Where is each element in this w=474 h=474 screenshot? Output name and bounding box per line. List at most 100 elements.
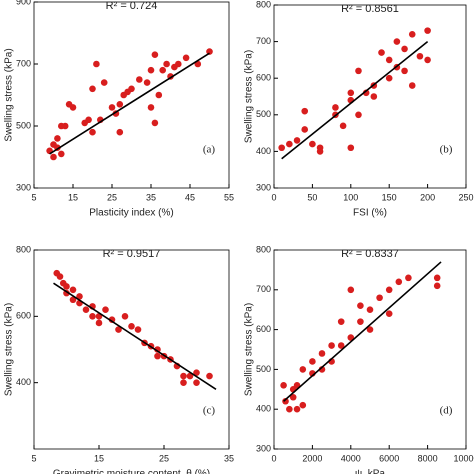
plot-frame: [273, 249, 467, 450]
point: [385, 310, 393, 317]
point: [50, 153, 57, 161]
point: [366, 326, 374, 333]
point: [180, 372, 187, 380]
y-axis-label: Swelling stress (kPa): [244, 50, 255, 143]
point: [301, 126, 309, 133]
point: [328, 342, 335, 349]
point: [299, 401, 307, 409]
point: [175, 60, 182, 68]
point: [163, 60, 170, 68]
point: [357, 318, 364, 325]
y-tick-label: 900: [16, 0, 31, 6]
point: [385, 286, 393, 294]
trend-line: [281, 40, 429, 160]
point: [85, 116, 92, 124]
x-tick-label: 50: [307, 192, 317, 202]
point: [56, 273, 64, 280]
point: [309, 358, 316, 365]
point: [151, 119, 159, 127]
point: [355, 111, 362, 119]
point: [347, 286, 355, 294]
r-squared: R² = 0.724: [106, 0, 158, 12]
x-tick-label: 55: [224, 192, 234, 202]
y-tick-label: 800: [256, 244, 271, 254]
point: [433, 274, 441, 282]
y-tick-label: 300: [256, 443, 271, 453]
x-tick-label: 0: [271, 453, 276, 463]
y-tick-label: 400: [256, 404, 271, 414]
point: [339, 122, 347, 130]
point: [393, 38, 401, 45]
trend-line: [283, 261, 442, 402]
point: [347, 89, 355, 97]
y-tick-label: 600: [256, 73, 271, 83]
point: [58, 150, 65, 158]
point: [355, 67, 362, 75]
point: [93, 60, 100, 68]
x-tick-label: 25: [107, 192, 117, 202]
point: [280, 382, 287, 389]
point: [182, 54, 190, 62]
point: [337, 342, 345, 349]
y-tick-label: 300: [256, 182, 271, 192]
point: [309, 140, 316, 148]
point: [143, 79, 151, 86]
point: [286, 405, 293, 413]
point: [278, 144, 285, 152]
point: [193, 369, 200, 377]
trend-line: [49, 52, 210, 155]
point: [116, 101, 124, 108]
point: [206, 372, 213, 380]
point: [424, 27, 431, 34]
point: [76, 293, 83, 300]
point: [408, 82, 416, 89]
point: [128, 322, 135, 330]
y-tick-label: 300: [16, 182, 31, 192]
x-tick-label: 250: [458, 192, 473, 202]
point: [54, 135, 61, 142]
x-tick-label: 4000: [341, 453, 361, 463]
y-tick-label: 700: [256, 284, 271, 294]
x-axis-label: FSI (%): [353, 208, 387, 219]
point: [408, 30, 416, 38]
x-tick-label: 0: [271, 192, 276, 202]
point: [401, 45, 408, 53]
x-tick-label: 100: [343, 192, 358, 202]
point: [282, 397, 289, 405]
r-squared: R² = 0.8561: [341, 3, 399, 15]
point: [95, 319, 103, 327]
x-tick-label: 35: [146, 192, 156, 202]
point: [293, 137, 301, 144]
y-tick-label: 400: [16, 377, 31, 387]
r-squared: R² = 0.9517: [103, 248, 161, 260]
plot-frame: [33, 1, 230, 189]
plot-frame: [33, 249, 230, 450]
y-axis-label: Swelling stress (kPa): [4, 48, 15, 141]
point: [337, 318, 345, 325]
point: [376, 294, 383, 302]
panel-letter: (a): [203, 144, 216, 156]
point: [385, 74, 393, 82]
point: [61, 122, 69, 130]
point: [286, 140, 293, 148]
y-tick-label: 600: [256, 324, 271, 334]
x-tick-label: 6000: [379, 453, 399, 463]
x-axis-label: Gravimetric moisture content, θ (%): [53, 469, 210, 474]
point: [121, 313, 129, 320]
panel-letter: (d): [440, 405, 453, 417]
point: [116, 128, 124, 136]
point: [151, 51, 159, 58]
x-axis-label: ψ, kPa: [355, 469, 385, 474]
point: [147, 104, 155, 111]
point: [301, 107, 309, 115]
y-tick-label: 800: [256, 0, 271, 9]
x-axis-label: Plasticity index (%): [89, 208, 173, 219]
x-tick-label: 200: [420, 192, 435, 202]
point: [370, 93, 378, 100]
point: [134, 326, 142, 333]
point: [69, 296, 77, 304]
point: [154, 346, 161, 353]
x-tick-label: 150: [382, 192, 397, 202]
point: [293, 405, 301, 413]
y-tick-label: 500: [256, 109, 271, 119]
